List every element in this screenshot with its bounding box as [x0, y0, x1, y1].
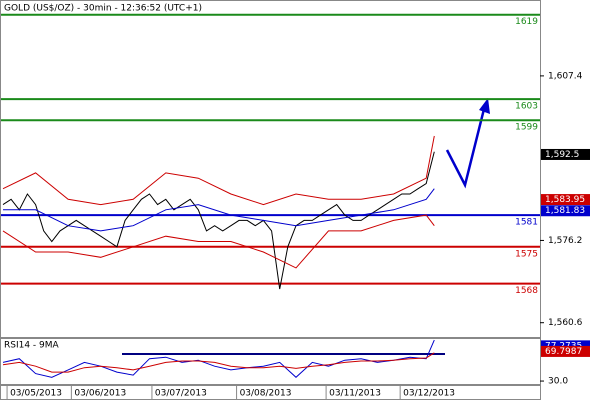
- level-label: 1619: [515, 17, 538, 27]
- price-tag: [541, 345, 590, 357]
- chart-title: GOLD (US$/OZ) - 30min - 12:36:52 (UTC+1): [4, 4, 202, 14]
- series-line: [2, 135, 435, 206]
- price-tag-label: 1,581.83: [545, 206, 585, 216]
- price-tag-label: 1,583.95: [545, 195, 585, 205]
- x-tick-label: 03/07/2013: [155, 389, 207, 399]
- y-tick-label: 1,576.2: [548, 236, 582, 246]
- forecast-arrowhead: [479, 98, 490, 114]
- x-tick-label: 03/06/2013: [74, 389, 126, 399]
- price-tag-label: 1,592.5: [545, 150, 579, 160]
- x-tick-label: 03/05/2013: [10, 389, 62, 399]
- series-line: [2, 151, 435, 290]
- forecast-arrow: [445, 104, 487, 189]
- price-panel-frame: [0, 0, 541, 338]
- level-label: 1599: [515, 123, 538, 133]
- price-tag: [541, 205, 590, 217]
- x-tick-label: 03/11/2013: [329, 389, 381, 399]
- price-tag: [541, 148, 590, 160]
- x-tick-label: 03/12/2013: [403, 389, 455, 399]
- series-line: [3, 188, 435, 232]
- level-label: 1603: [515, 102, 538, 112]
- x-tick-label: 03/08/2013: [240, 389, 292, 399]
- series-line: [2, 352, 435, 373]
- price-tag-label: 69.7987: [545, 347, 582, 357]
- price-tag: [541, 194, 590, 206]
- rsi-title: RSI14 - 9MA: [4, 341, 60, 351]
- y-tick-label: 30.0: [548, 377, 568, 387]
- level-label: 1581: [515, 218, 538, 228]
- price-tag: [541, 340, 590, 352]
- level-label: 1575: [515, 249, 538, 259]
- level-label: 1568: [515, 286, 538, 296]
- y-tick-label: 1,560.6: [548, 318, 583, 328]
- y-tick-label: 1,607.4: [548, 71, 583, 81]
- series-line: [2, 214, 435, 269]
- rsi-panel-frame: [0, 338, 541, 385]
